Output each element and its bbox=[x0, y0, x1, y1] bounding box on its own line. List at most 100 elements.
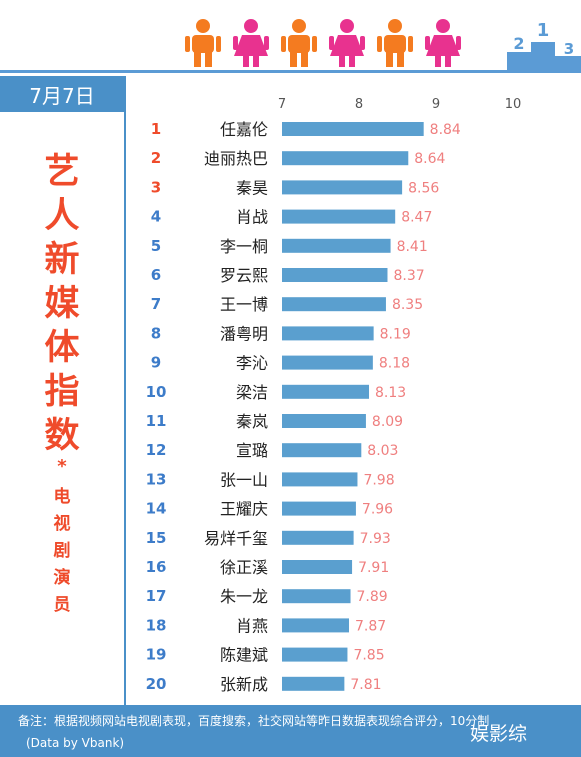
man-icon bbox=[185, 19, 221, 67]
bar bbox=[282, 414, 366, 428]
bar bbox=[282, 238, 391, 253]
value-label: 8.41 bbox=[397, 239, 428, 255]
value-label: 7.87 bbox=[355, 618, 386, 634]
bar bbox=[282, 122, 424, 136]
rank-number: 1 bbox=[151, 120, 161, 138]
people-icons bbox=[185, 19, 461, 67]
category-label: 肖燕 bbox=[236, 616, 268, 635]
category-label: 朱一龙 bbox=[220, 587, 268, 606]
value-label: 7.93 bbox=[360, 531, 391, 547]
bar bbox=[282, 443, 362, 458]
value-label: 8.56 bbox=[408, 180, 439, 196]
category-label: 李一桐 bbox=[220, 237, 268, 256]
category-label: 陈建斌 bbox=[220, 646, 268, 665]
value-label: 7.98 bbox=[363, 472, 394, 488]
value-label: 8.03 bbox=[367, 443, 398, 459]
category-label: 潘粤明 bbox=[220, 324, 268, 343]
category-label: 罗云熙 bbox=[220, 266, 268, 285]
bar bbox=[282, 472, 358, 487]
value-label: 8.64 bbox=[414, 151, 445, 167]
rank-number: 14 bbox=[146, 500, 167, 518]
woman-icon bbox=[329, 19, 365, 67]
category-label: 徐正溪 bbox=[220, 558, 268, 577]
rank-number: 13 bbox=[146, 470, 167, 488]
subtitle-char: 演 bbox=[53, 568, 71, 588]
category-label: 王耀庆 bbox=[220, 500, 268, 519]
category-label: 肖战 bbox=[236, 208, 268, 227]
value-label: 8.13 bbox=[375, 385, 406, 401]
rank-number: 6 bbox=[151, 266, 161, 284]
x-tick-label: 9 bbox=[432, 97, 440, 112]
bar bbox=[282, 180, 403, 195]
vertical-title: 艺 人 新 媒 体 指 数 * 电 视 剧 演 员 bbox=[0, 150, 124, 619]
value-label: 7.89 bbox=[357, 589, 388, 605]
category-label: 易烊千玺 bbox=[204, 529, 268, 548]
rank-number: 2 bbox=[151, 149, 161, 167]
category-label: 任嘉伦 bbox=[220, 120, 268, 139]
category-label: 秦昊 bbox=[236, 178, 268, 197]
value-label: 8.09 bbox=[372, 414, 403, 430]
title-char: 人 bbox=[44, 196, 80, 236]
header-divider bbox=[0, 70, 581, 73]
footer: 备注：根据视频网站电视剧表现，百度搜索，社交网站等昨日数据表现综合评分，10分制… bbox=[0, 705, 581, 757]
rank-number: 17 bbox=[146, 587, 167, 605]
value-label: 8.19 bbox=[380, 326, 411, 342]
title-char: 数 bbox=[44, 416, 80, 456]
value-label: 8.84 bbox=[430, 122, 461, 138]
rank-number: 11 bbox=[146, 412, 167, 430]
rank-number: 20 bbox=[146, 675, 167, 693]
title-char: 新 bbox=[44, 240, 80, 280]
value-label: 8.47 bbox=[401, 210, 432, 226]
title-char: 媒 bbox=[44, 284, 80, 324]
rank-number: 3 bbox=[151, 178, 161, 196]
rank-number: 16 bbox=[146, 558, 167, 576]
bar bbox=[282, 676, 345, 691]
value-label: 7.91 bbox=[358, 560, 389, 576]
value-label: 7.96 bbox=[362, 502, 393, 518]
rank-number: 15 bbox=[146, 529, 167, 547]
value-label: 7.85 bbox=[353, 648, 384, 664]
svg-text:2: 2 bbox=[513, 34, 524, 53]
podium-icon: 2 1 3 bbox=[507, 20, 581, 70]
category-label: 李沁 bbox=[236, 354, 268, 373]
category-label: 张新成 bbox=[220, 675, 268, 694]
bar bbox=[282, 560, 353, 574]
subtitle-char: 视 bbox=[53, 514, 71, 534]
category-label: 迪丽热巴 bbox=[204, 149, 268, 168]
value-label: 7.81 bbox=[350, 677, 381, 693]
category-label: 宣璐 bbox=[236, 441, 268, 460]
bar bbox=[282, 268, 388, 282]
value-label: 8.37 bbox=[393, 268, 424, 284]
rank-number: 19 bbox=[146, 646, 167, 664]
svg-text:1: 1 bbox=[537, 20, 550, 41]
title-asterisk: * bbox=[57, 456, 67, 477]
footer-note: 备注：根据视频网站电视剧表现，百度搜索，社交网站等昨日数据表现综合评分，10分制 bbox=[18, 714, 490, 728]
bar bbox=[282, 647, 348, 662]
bar bbox=[282, 209, 396, 224]
rank-number: 8 bbox=[151, 324, 161, 342]
man-icon bbox=[377, 19, 413, 67]
man-icon bbox=[281, 19, 317, 67]
bar bbox=[282, 355, 373, 370]
value-label: 8.35 bbox=[392, 297, 423, 313]
watermark: 娱影综 bbox=[470, 723, 528, 745]
category-label: 张一山 bbox=[220, 470, 268, 489]
woman-icon bbox=[233, 19, 269, 67]
bar bbox=[282, 530, 354, 545]
category-label: 梁洁 bbox=[236, 383, 268, 402]
woman-icon bbox=[425, 19, 461, 67]
category-label: 王一博 bbox=[220, 295, 268, 314]
bar bbox=[282, 297, 386, 312]
rank-number: 10 bbox=[146, 383, 167, 401]
rank-number: 4 bbox=[151, 208, 161, 226]
rank-number: 7 bbox=[151, 295, 161, 313]
title-char: 指 bbox=[44, 372, 80, 412]
rank-number: 12 bbox=[146, 441, 167, 459]
value-label: 8.18 bbox=[379, 356, 410, 372]
bar bbox=[282, 501, 356, 516]
title-char: 艺 bbox=[44, 152, 80, 192]
bar bbox=[282, 618, 349, 633]
bar bbox=[282, 589, 351, 604]
date-label: 7月7日 bbox=[0, 76, 124, 112]
subtitle-char: 员 bbox=[53, 595, 71, 615]
